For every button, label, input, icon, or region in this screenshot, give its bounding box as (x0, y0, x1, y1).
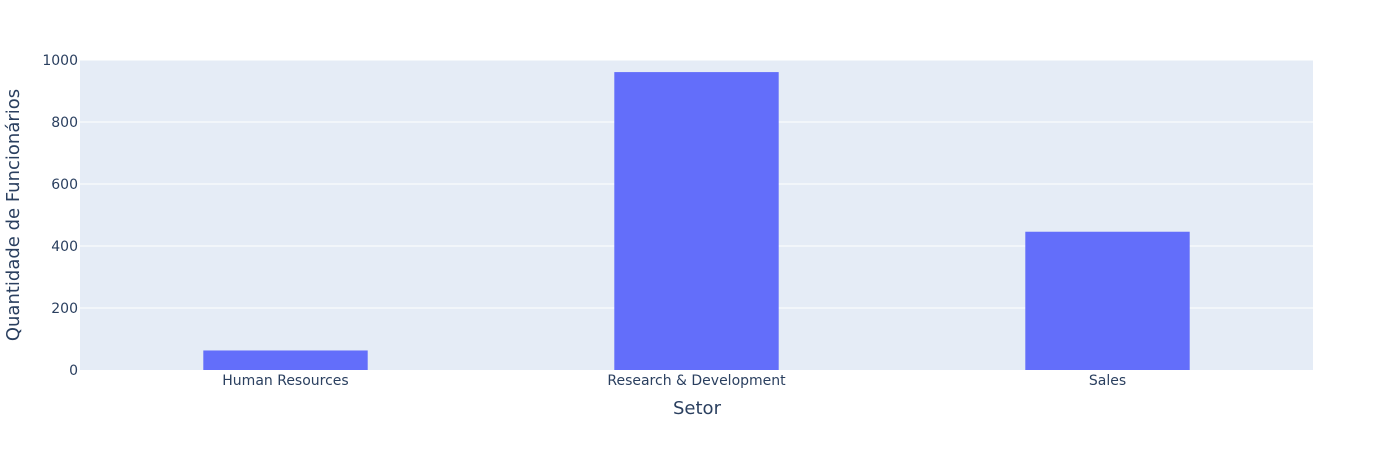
y-tick-label: 0 (69, 363, 78, 379)
y-tick-label: 1000 (42, 53, 78, 69)
bars (203, 72, 1190, 370)
y-tick-label: 800 (51, 115, 78, 131)
x-tick-label: Sales (1089, 373, 1126, 389)
y-tick-label: 600 (51, 177, 78, 193)
x-tick-label: Research & Development (607, 373, 786, 389)
bar[interactable] (614, 72, 779, 370)
y-axis-title: Quantidade de Funcionários (3, 89, 24, 341)
x-tick-labels: Human Resources Research & Development Sal… (222, 373, 1126, 389)
bar[interactable] (203, 350, 368, 370)
x-axis-title: Setor (673, 398, 722, 419)
y-tick-labels: 0 200 400 600 800 1000 (42, 53, 78, 379)
y-tick-label: 200 (51, 301, 78, 317)
y-tick-label: 400 (51, 239, 78, 255)
bar[interactable] (1025, 231, 1190, 370)
x-tick-label: Human Resources (222, 373, 348, 389)
